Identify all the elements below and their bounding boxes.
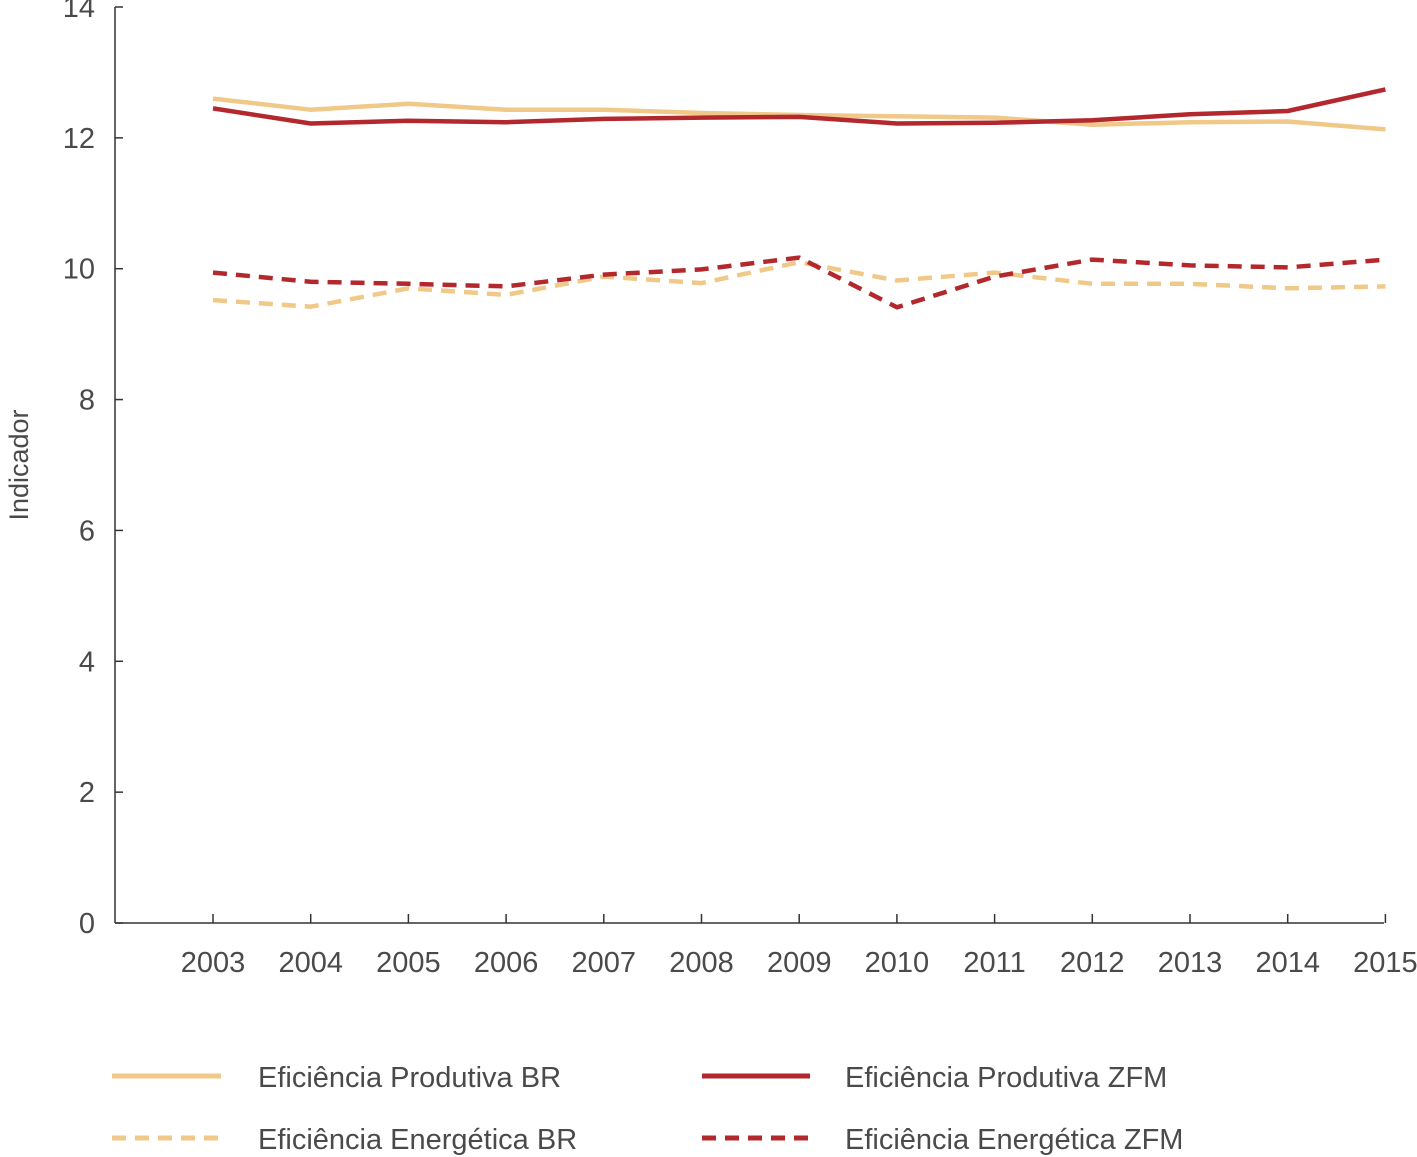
y-tick-label: 2: [79, 777, 95, 809]
x-tick-label: 2010: [865, 947, 930, 979]
y-ticks: 0 2 4 6 8 10 12 14: [63, 0, 123, 940]
y-tick-label: 8: [79, 385, 95, 417]
legend-item: Eficiência Energética ZFM: [702, 1124, 1183, 1156]
x-tick-label: 2003: [181, 947, 246, 979]
legend-label: Eficiência Energética BR: [258, 1124, 577, 1156]
x-tick-label: 2013: [1158, 947, 1223, 979]
x-tick-label: 2012: [1060, 947, 1125, 979]
x-tick-label: 2015: [1353, 947, 1417, 979]
series-line-eficiencia-produtiva-zfm: [212, 87, 1386, 126]
x-tick-label: 2004: [278, 947, 343, 979]
legend-item: Eficiência Produtiva BR: [112, 1062, 561, 1094]
y-tick-label: 6: [79, 515, 95, 547]
series-lines: [212, 87, 1386, 310]
series-line-eficiencia-energetica-zfm: [212, 255, 1386, 310]
x-tick-label: 2007: [572, 947, 637, 979]
x-tick-label: 2006: [474, 947, 539, 979]
x-tick-label: 2009: [767, 947, 832, 979]
legend-item: Eficiência Produtiva ZFM: [702, 1062, 1167, 1094]
legend-label: Eficiência Produtiva BR: [258, 1062, 561, 1094]
series-line-eficiencia-energetica-br: [212, 259, 1386, 309]
x-tick-label: 2014: [1255, 947, 1320, 979]
x-tick-label: 2008: [669, 947, 734, 979]
y-tick-label: 0: [79, 908, 95, 940]
y-tick-label: 12: [63, 123, 95, 155]
x-tick-label: 2011: [963, 947, 1025, 979]
axes: Indicador: [4, 7, 1384, 924]
y-tick-label: 4: [79, 646, 95, 678]
legend: Eficiência Produtiva BR Eficiência Produt…: [112, 1062, 1183, 1156]
y-tick-label: 14: [63, 0, 95, 24]
y-axis-title: Indicador: [4, 409, 34, 520]
legend-label: Eficiência Energética ZFM: [845, 1124, 1183, 1156]
y-tick-label: 10: [63, 254, 95, 286]
legend-item: Eficiência Energética BR: [112, 1124, 577, 1156]
x-ticks: 2003 2004 2005 2006 2007 2008 2009 2010 2011 2012…: [181, 914, 1417, 979]
legend-label: Eficiência Produtiva ZFM: [845, 1062, 1167, 1094]
x-tick-label: 2005: [376, 947, 441, 979]
